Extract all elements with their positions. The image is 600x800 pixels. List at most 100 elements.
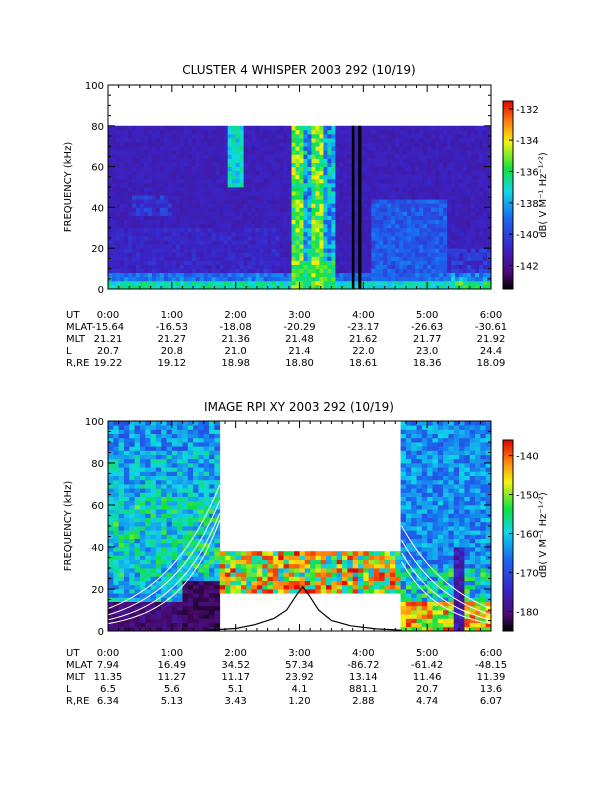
panel2-cell [161, 425, 167, 430]
panel1-cell [423, 272, 428, 278]
panel1-cell [275, 170, 280, 176]
panel1-cell [475, 166, 480, 172]
panel1-cell [287, 227, 292, 233]
panel1-cell [227, 248, 233, 253]
panel1-cell [327, 203, 332, 208]
panel1-cell [383, 244, 388, 249]
panel1-cell [215, 248, 221, 253]
panel1-cell [215, 174, 221, 180]
panel1-cell [151, 199, 157, 204]
panel2-cell [108, 454, 114, 460]
panel1-cell [319, 146, 324, 151]
panel1-cell [423, 174, 428, 180]
panel1-cell [363, 199, 368, 204]
panel1-cell [143, 215, 149, 221]
panel1-cell [219, 170, 225, 176]
panel2-cell [145, 463, 151, 468]
panel1-cell [207, 272, 213, 278]
panel1-cell [167, 150, 173, 155]
panel2-cell [171, 517, 178, 523]
panel1-cell [407, 207, 412, 212]
panel1-cell [207, 170, 213, 176]
panel1-cell [471, 199, 476, 204]
panel2-cell [134, 421, 141, 426]
panel1-cell [455, 129, 460, 135]
panel1-cell [447, 207, 452, 212]
panel1-cell [411, 231, 416, 237]
panel1-cell [135, 150, 141, 155]
panel1-cell [243, 231, 249, 237]
panel1-cell [131, 166, 137, 172]
panel1-cell [279, 244, 284, 249]
panel1-cell [443, 264, 448, 269]
panel1-cell [391, 154, 396, 159]
panel2-cell [187, 471, 194, 476]
panel1-cell [447, 219, 452, 225]
panel1-cell [223, 248, 229, 253]
panel1-cell [315, 244, 320, 249]
panel1-cell [311, 170, 316, 176]
panel1-cell [259, 252, 264, 257]
panel1-cell [247, 276, 253, 282]
panel1-cell [227, 268, 233, 274]
panel1-cell [487, 178, 491, 184]
panel1-cell [263, 203, 268, 208]
panel1-cell [139, 125, 145, 131]
panel1-cell [267, 199, 272, 204]
panel2-cell [139, 580, 146, 586]
panel1-cell [127, 191, 133, 196]
panel1-cell [287, 138, 292, 143]
panel2-cell [145, 442, 151, 447]
panel1-cell [459, 129, 464, 135]
panel1-cell [431, 223, 436, 229]
panel2-cell [161, 429, 167, 434]
panel1-cell [291, 187, 296, 192]
panel1-cell [175, 280, 181, 286]
panel1-cell [447, 284, 452, 289]
panel2-cell [193, 446, 199, 451]
panel1-cell [315, 154, 320, 159]
panel1-cell [127, 284, 133, 289]
panel1-cell [119, 252, 125, 257]
panel1-cell [327, 223, 332, 229]
panel1-cell [379, 223, 384, 229]
panel1-cell [223, 182, 229, 188]
panel1-cell [339, 219, 344, 225]
panel2-cell [108, 500, 114, 506]
panel1-cell [475, 150, 480, 155]
panel1-cell [215, 276, 221, 282]
panel1-cell [255, 138, 260, 143]
panel1-cell [143, 174, 149, 180]
panel1-cell [407, 284, 412, 289]
panel1-cell [319, 219, 324, 225]
panel1-cell [415, 284, 420, 289]
panel2-cell [139, 572, 146, 577]
panel1-cell [307, 146, 312, 151]
panel1-cell [415, 158, 420, 163]
panel1-cell [479, 146, 484, 151]
panel2-cell [129, 492, 135, 497]
panel2-cell [155, 614, 162, 619]
panel1-cell [379, 150, 384, 155]
panel2-cell [113, 555, 120, 560]
panel1-cell [391, 150, 396, 155]
panel1-cell [343, 158, 348, 163]
panel1-cell [303, 244, 308, 249]
panel2-cell [155, 610, 162, 615]
panel1-cell [391, 276, 396, 282]
panel1-cell [143, 231, 149, 237]
panel2-cell [134, 538, 141, 544]
panel1-cell [431, 146, 436, 151]
panel1-cell [419, 227, 424, 233]
panel1-cell [219, 260, 225, 265]
panel1-cell [287, 170, 292, 176]
panel1-cell [227, 223, 233, 229]
panel2-cell [108, 458, 114, 464]
panel1-cell [231, 231, 237, 237]
panel1-cell [171, 211, 177, 216]
panel1-cell [135, 219, 141, 225]
panel1-cell [315, 272, 320, 278]
panel2-cell [150, 605, 157, 611]
panel1-cell [435, 223, 440, 229]
panel1-cell [471, 280, 476, 286]
